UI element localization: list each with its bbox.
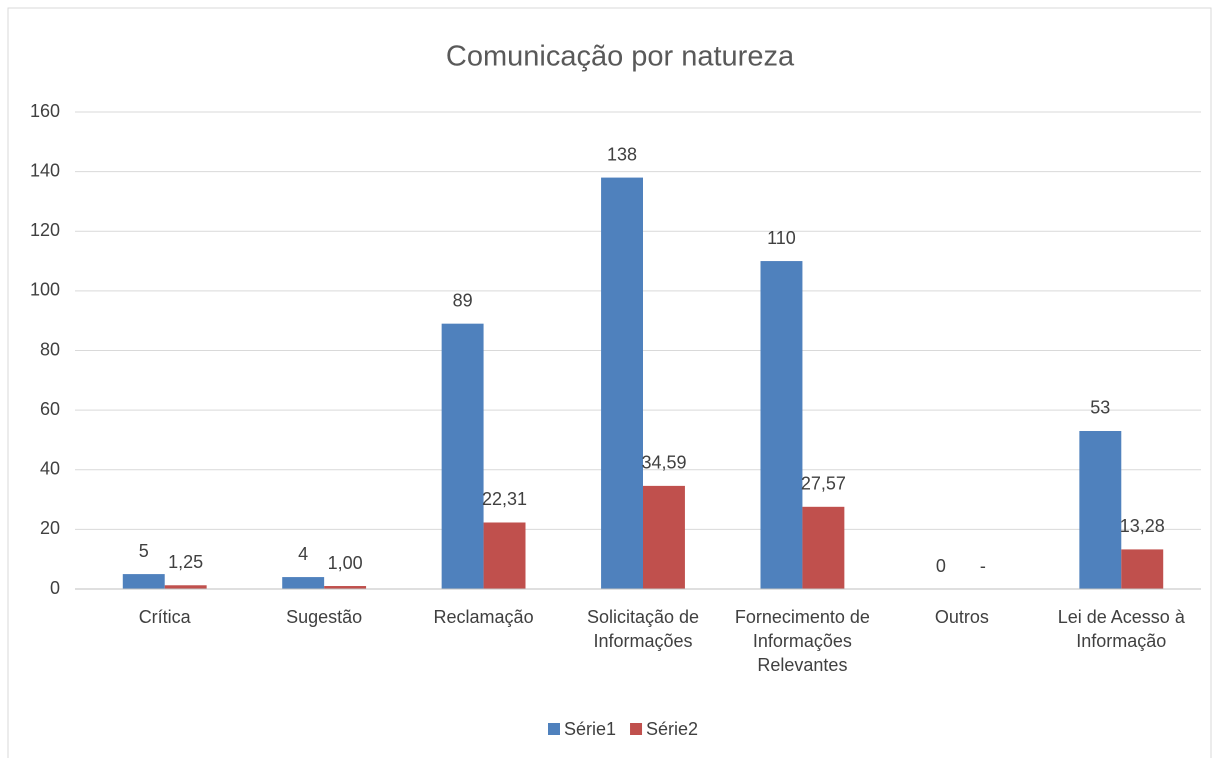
y-tick-label: 100 — [30, 280, 60, 300]
data-label: 4 — [298, 544, 308, 564]
legend-label: Série1 — [564, 719, 616, 739]
y-tick-label: 140 — [30, 160, 60, 180]
y-tick-label: 160 — [30, 101, 60, 121]
bar — [282, 577, 325, 589]
data-label: 110 — [767, 228, 796, 248]
bar — [122, 574, 165, 589]
bar — [441, 323, 484, 589]
x-tick-label: Sugestão — [286, 607, 363, 627]
data-label: 22,31 — [482, 489, 527, 509]
x-tick-label: Crítica — [138, 607, 191, 627]
bar — [601, 177, 643, 589]
bar — [483, 522, 526, 589]
bar — [164, 585, 207, 589]
chart-title: Comunicação por natureza — [446, 41, 795, 73]
data-label: 5 — [139, 541, 149, 561]
y-tick-label: 120 — [30, 220, 60, 240]
data-label: 0 — [936, 556, 946, 576]
data-label: 89 — [453, 290, 473, 310]
bar — [643, 485, 685, 589]
bar — [760, 261, 803, 589]
x-tick-label: Fornecimento de Informações Relevantes — [734, 607, 870, 675]
data-label: 34,59 — [641, 453, 686, 473]
data-label: 138 — [607, 144, 637, 164]
data-label: 1,00 — [328, 553, 363, 573]
y-tick-label: 80 — [40, 339, 60, 359]
legend-swatch — [630, 723, 643, 735]
x-tick-label: Lei de Acesso à Informação — [1057, 607, 1185, 651]
bar — [802, 506, 845, 589]
data-label: 1,25 — [168, 552, 203, 572]
y-tick-label: 40 — [40, 459, 60, 479]
data-label: 13,28 — [1120, 516, 1165, 536]
y-tick-label: 60 — [40, 399, 60, 419]
x-tick-label: Reclamação — [433, 607, 534, 627]
legend-label: Série2 — [646, 719, 698, 739]
x-tick-label: Solicitação de Informações — [586, 607, 700, 651]
data-label: 53 — [1090, 398, 1110, 418]
data-label: - — [980, 556, 986, 576]
bar — [1121, 549, 1164, 589]
bar — [324, 586, 367, 589]
chart-border — [7, 7, 1212, 758]
y-tick-label: 20 — [40, 518, 60, 538]
bar — [1079, 430, 1122, 589]
x-tick-label: Outros — [934, 607, 989, 627]
legend-swatch — [548, 723, 560, 735]
y-tick-label: 0 — [50, 578, 60, 598]
data-label: 27,57 — [801, 474, 846, 494]
